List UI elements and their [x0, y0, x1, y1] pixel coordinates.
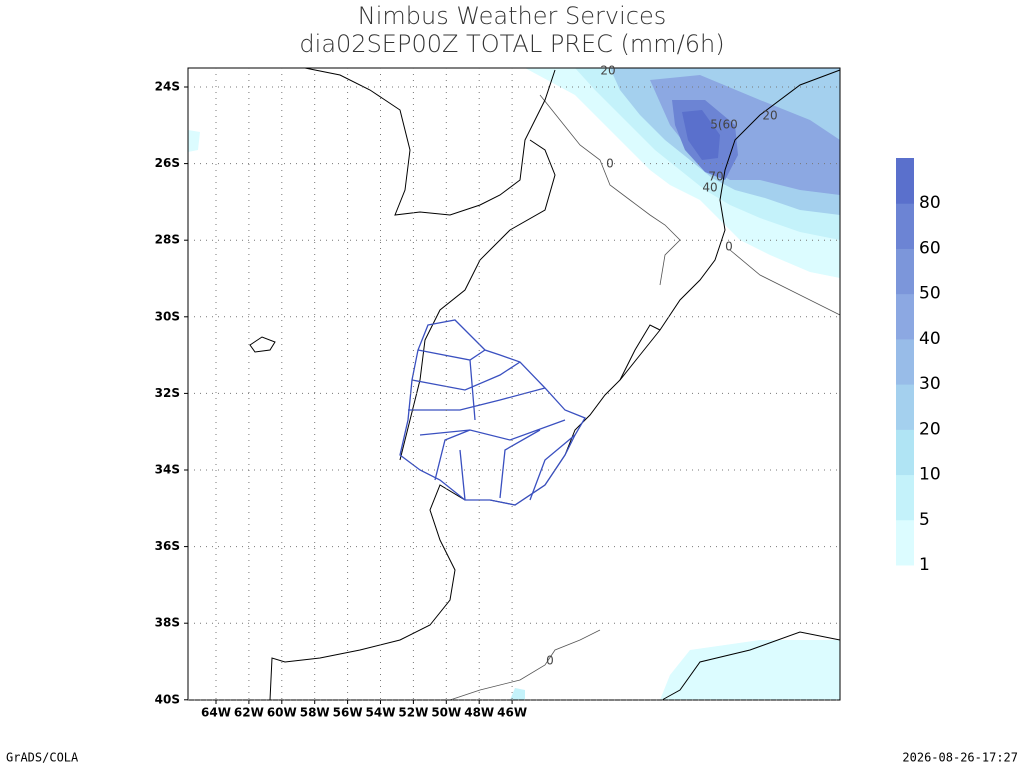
colorbar-label: 80: [919, 193, 941, 213]
colorbar-box: [896, 384, 914, 430]
lon-label: 48W: [464, 706, 494, 720]
lon-label: 52W: [398, 706, 428, 720]
contour-label: 5(60: [710, 118, 738, 132]
colorbar-box: [896, 293, 914, 340]
colorbar-label: 1: [919, 555, 930, 575]
contour-label: 0: [725, 240, 733, 254]
colorbar-box: [896, 519, 914, 566]
colorbar-label: 40: [919, 329, 941, 349]
department-border: [408, 349, 576, 501]
lon-label: 46W: [497, 706, 527, 720]
colorbar-box: [896, 338, 914, 385]
river: [399, 139, 556, 461]
lon-label: 62W: [234, 706, 264, 720]
coastline: [661, 631, 841, 701]
contour: [729, 249, 841, 316]
colorbar-label: 30: [919, 374, 941, 394]
lat-label: 30S: [155, 309, 180, 323]
lon-label: 56W: [333, 706, 363, 720]
contour: [449, 629, 601, 701]
title: Nimbus Weather Services: [358, 2, 666, 30]
subtitle: dia02SEP00Z TOTAL PREC (mm/6h): [299, 30, 724, 58]
lat-label: 38S: [155, 616, 180, 630]
lagoon: [619, 324, 661, 381]
lon-label: 58W: [300, 706, 330, 720]
map-border: [187, 67, 841, 701]
precip-area: [510, 688, 525, 700]
lon-label: 60W: [267, 706, 297, 720]
lon-label: 54W: [366, 706, 396, 720]
precip-area: [188, 130, 200, 152]
colorbar: 1 5 10 20 30 40 50 60 80: [896, 158, 941, 575]
lat-label: 36S: [155, 539, 180, 553]
contour-label: 20: [600, 64, 615, 78]
colorbar-box: [896, 203, 914, 249]
colorbar-label: 5: [919, 510, 930, 530]
lon-label: 64W: [201, 706, 231, 720]
lake: [249, 336, 276, 353]
lon-label: 50W: [431, 706, 461, 720]
lat-label: 40S: [155, 692, 180, 706]
contour-label: 70: [708, 170, 723, 184]
colorbar-box: [896, 158, 914, 204]
lat-label: 26S: [155, 156, 180, 170]
footer-right: 2026-08-26-17:27: [902, 751, 1018, 765]
contour-label: 0: [606, 157, 614, 171]
colorbar-box: [896, 429, 914, 476]
colorbar-box: [896, 248, 914, 295]
colorbar-label: 50: [919, 284, 941, 304]
colorbar-label: 10: [919, 465, 941, 485]
contour-label: 20: [762, 109, 777, 123]
lat-label: 34S: [155, 463, 180, 477]
contour-label: 0: [546, 654, 554, 668]
colorbar-box: [896, 474, 914, 521]
contour-label: 40: [702, 181, 717, 195]
contour: [539, 94, 681, 286]
colorbar-label: 20: [919, 419, 941, 439]
footer-left: GrADS/COLA: [6, 751, 79, 765]
precip-area: [660, 640, 840, 700]
lat-label: 28S: [155, 233, 180, 247]
precip-area: [682, 110, 720, 160]
lat-label: 32S: [155, 386, 180, 400]
border: [304, 67, 556, 216]
colorbar-label: 60: [919, 238, 941, 258]
lat-label: 24S: [155, 80, 180, 94]
